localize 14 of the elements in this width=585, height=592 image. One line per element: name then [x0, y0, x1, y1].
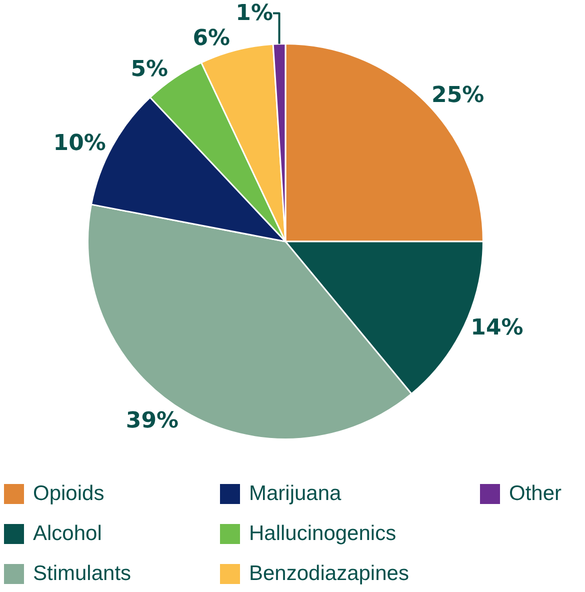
legend-label: Alcohol	[33, 522, 102, 546]
data-label: 6%	[192, 26, 230, 51]
data-label: 39%	[126, 408, 179, 434]
data-label: 10%	[53, 130, 106, 156]
legend-label: Hallucinogenics	[249, 522, 396, 546]
legend-label: Benzodiazapines	[249, 562, 409, 586]
data-label: 1%	[236, 0, 274, 26]
legend-label: Marijuana	[249, 482, 342, 506]
data-label: 14%	[470, 315, 524, 340]
data-label: 25%	[432, 82, 484, 108]
legend-label: Stimulants	[33, 562, 132, 586]
legend-label: Other	[509, 482, 562, 506]
data-label: 5%	[130, 56, 168, 82]
legend-label: Opioids	[33, 482, 104, 506]
